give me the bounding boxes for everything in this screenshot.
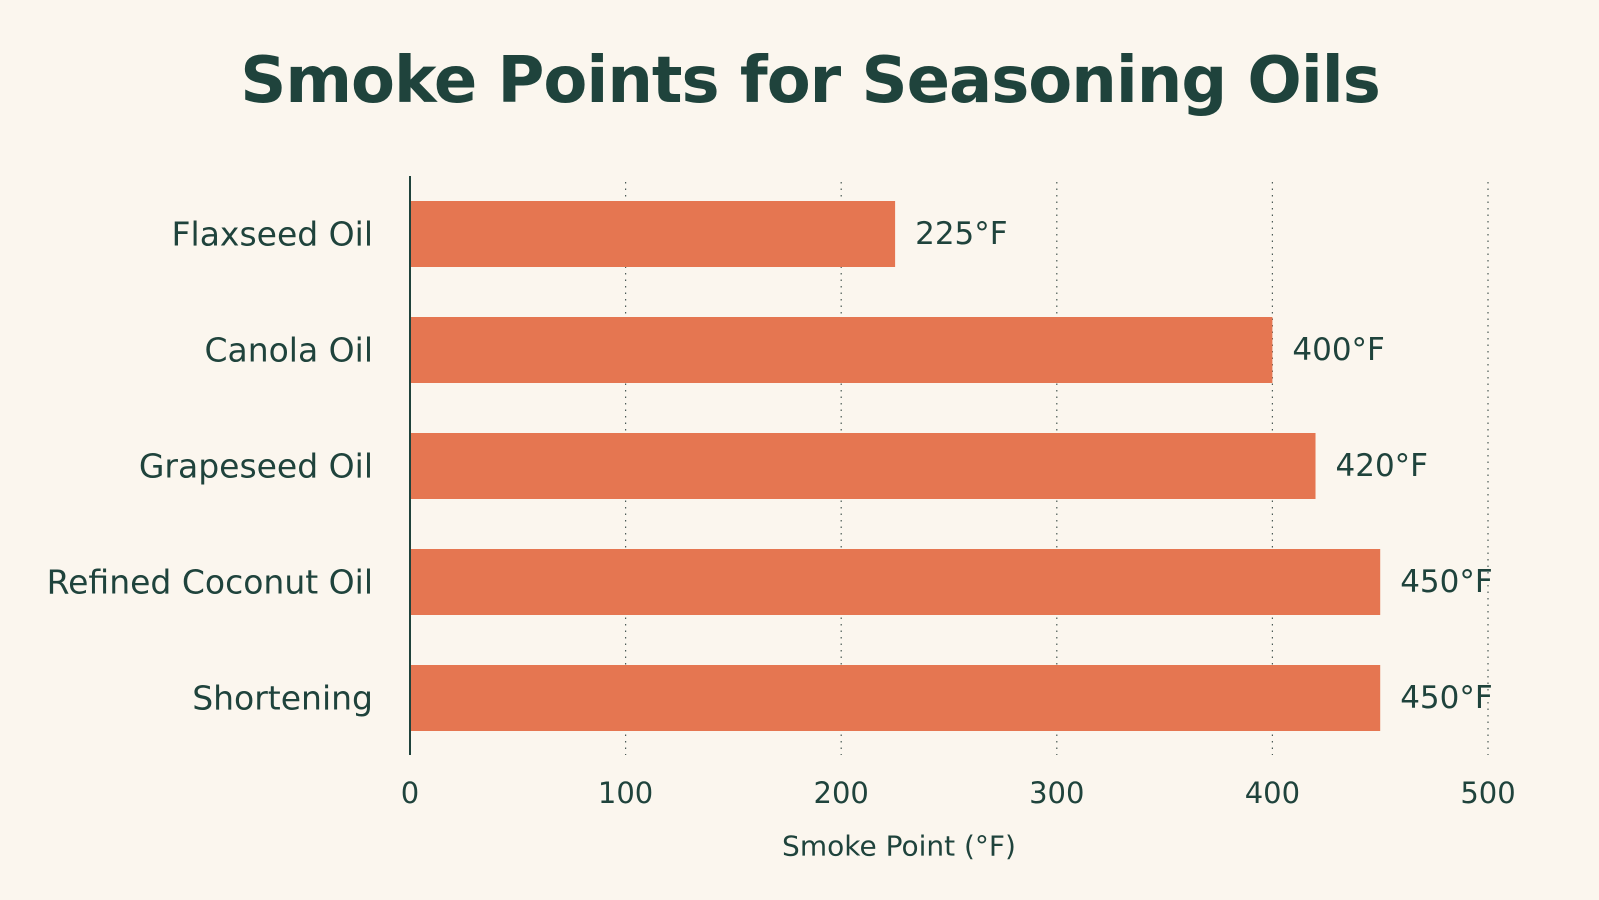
category-label: Grapeseed Oil xyxy=(139,447,373,486)
x-tick-label: 400 xyxy=(1245,776,1300,810)
value-label: 225°F xyxy=(915,216,1008,252)
x-axis-title: Smoke Point (°F) xyxy=(782,830,1016,863)
value-label: 400°F xyxy=(1292,332,1385,368)
bar-grapeseed-oil xyxy=(410,433,1316,499)
bar-canola-oil xyxy=(410,317,1273,383)
x-tick-label: 100 xyxy=(598,776,653,810)
x-tick-label: 300 xyxy=(1029,776,1084,810)
x-tick-label: 500 xyxy=(1460,776,1515,810)
value-label: 420°F xyxy=(1336,448,1429,484)
bar-refined-coconut-oil xyxy=(410,549,1381,615)
x-tick-label: 200 xyxy=(814,776,869,810)
category-label: Canola Oil xyxy=(204,331,373,370)
bars xyxy=(410,201,1381,731)
labels: Flaxseed Oil 225°F Canola Oil 400°F Grapesee… xyxy=(47,215,1493,718)
bar-shortening xyxy=(410,665,1381,731)
chart-title: Smoke Points for Seasoning Oils xyxy=(240,44,1381,118)
category-label: Refined Coconut Oil xyxy=(47,563,373,602)
bar-flaxseed-oil xyxy=(410,201,896,267)
category-label: Shortening xyxy=(192,679,373,718)
category-label: Flaxseed Oil xyxy=(172,215,373,254)
x-tick-label: 0 xyxy=(401,776,419,810)
value-label: 450°F xyxy=(1400,564,1493,600)
axes: 0 100 200 300 400 500 Smoke Point (°F) xyxy=(401,176,1516,863)
value-label: 450°F xyxy=(1400,680,1493,716)
